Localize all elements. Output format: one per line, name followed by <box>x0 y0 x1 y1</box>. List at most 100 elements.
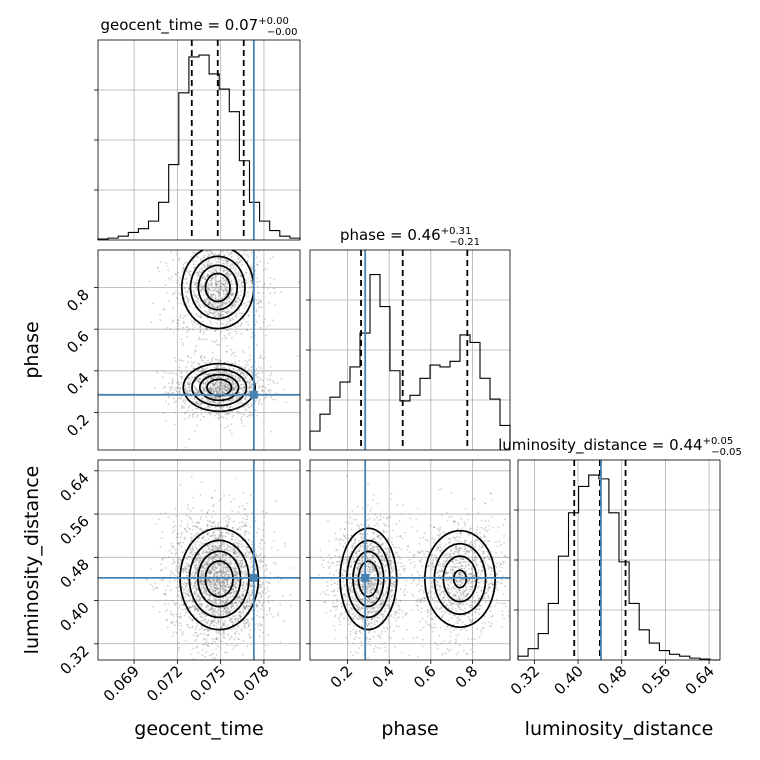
sample-point <box>213 390 215 393</box>
sample-point <box>241 263 244 266</box>
contour-line <box>189 255 248 407</box>
sample-point <box>225 350 228 353</box>
sample-point <box>197 380 200 383</box>
sample-point <box>205 382 207 385</box>
sample-point <box>218 521 221 524</box>
sample-point <box>216 391 219 393</box>
sample-point <box>220 610 222 613</box>
sample-point <box>215 261 218 263</box>
sample-point <box>217 294 220 296</box>
sample-point <box>197 651 200 654</box>
sample-point <box>225 262 228 265</box>
sample-point <box>201 402 203 405</box>
sample-point <box>200 574 202 576</box>
sample-point <box>242 522 245 525</box>
sample-point <box>188 438 191 441</box>
sample-point <box>178 586 180 588</box>
sample-point <box>198 628 201 631</box>
sample-point <box>236 401 239 404</box>
sample-point <box>246 601 249 603</box>
sample-point <box>202 263 204 266</box>
sample-point <box>241 280 243 282</box>
sample-point <box>196 378 199 381</box>
sample-point <box>204 310 206 312</box>
sample-point <box>221 533 224 536</box>
sample-point <box>247 281 249 283</box>
sample-point <box>179 369 182 372</box>
sample-point <box>198 391 201 394</box>
sample-point <box>215 269 217 271</box>
sample-point <box>225 285 228 288</box>
sample-point <box>203 330 205 333</box>
sample-point <box>240 384 242 386</box>
sample-point <box>258 398 261 401</box>
sample-point <box>186 296 189 299</box>
sample-point <box>266 262 269 265</box>
sample-point <box>221 303 223 306</box>
sample-point <box>177 567 179 570</box>
sample-point <box>185 261 188 264</box>
sample-point <box>211 560 214 563</box>
sample-point <box>202 638 205 641</box>
sample-point <box>206 525 209 527</box>
sample-point <box>250 386 253 389</box>
sample-point <box>215 314 218 316</box>
sample-point <box>188 600 191 603</box>
sample-point <box>225 337 227 340</box>
sample-point <box>180 546 183 548</box>
sample-point <box>165 391 167 394</box>
sample-point <box>194 313 197 316</box>
sample-point <box>220 592 223 595</box>
sample-point <box>245 279 248 281</box>
sample-point <box>199 316 202 319</box>
sample-point <box>265 661 267 663</box>
sample-point <box>215 283 218 286</box>
sample-point <box>218 547 221 549</box>
sample-point <box>230 374 233 377</box>
sample-point <box>175 245 177 247</box>
sample-point <box>203 212 205 214</box>
sample-point <box>221 282 224 285</box>
sample-point <box>210 653 213 656</box>
sample-point <box>255 309 258 311</box>
sample-point <box>182 400 185 402</box>
sample-point <box>210 277 212 280</box>
sample-point <box>261 590 264 592</box>
sample-point <box>235 389 238 392</box>
sample-point <box>238 312 241 314</box>
sample-point <box>245 396 247 399</box>
sample-point <box>247 387 250 390</box>
sample-point <box>209 386 212 389</box>
sample-point <box>228 616 231 619</box>
sample-point <box>230 391 233 393</box>
sample-point <box>217 312 220 314</box>
sample-point <box>283 388 285 391</box>
sample-point <box>228 312 231 314</box>
sample-point <box>237 280 239 283</box>
sample-point <box>185 392 188 395</box>
sample-point <box>256 291 259 294</box>
sample-point <box>221 304 223 306</box>
sample-point <box>159 545 162 548</box>
sample-point <box>215 286 218 289</box>
sample-point <box>236 371 239 373</box>
sample-point <box>263 390 266 393</box>
sample-point <box>240 387 243 389</box>
sample-point <box>246 360 249 363</box>
sample-point <box>207 303 210 306</box>
sample-point <box>218 287 221 290</box>
sample-point <box>248 233 250 235</box>
sample-point <box>207 261 210 263</box>
sample-point <box>197 273 200 276</box>
sample-point <box>233 325 236 328</box>
sample-point <box>200 354 203 357</box>
sample-point <box>224 386 227 389</box>
sample-point <box>210 295 212 297</box>
sample-point <box>215 387 218 390</box>
sample-point <box>235 312 238 315</box>
sample-point <box>218 266 221 269</box>
sample-point <box>231 388 234 391</box>
sample-point <box>203 633 206 636</box>
sample-point <box>186 381 189 384</box>
sample-point <box>186 623 188 626</box>
